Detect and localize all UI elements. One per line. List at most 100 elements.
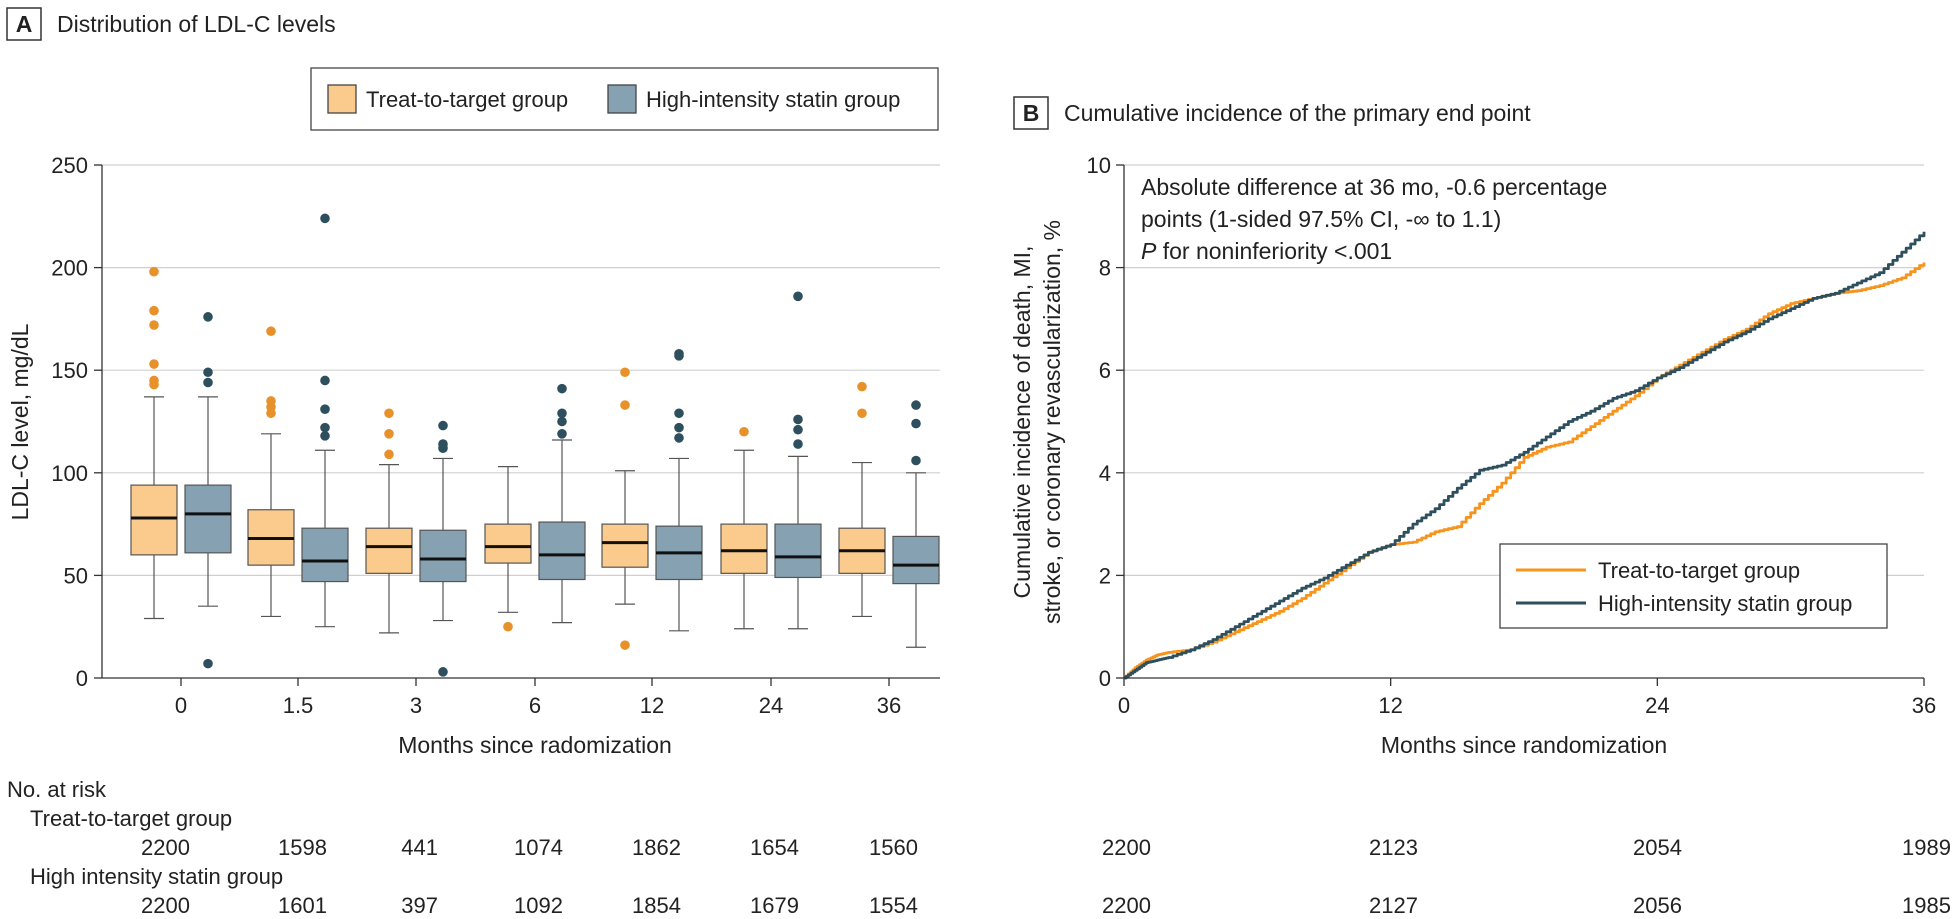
panel-a-x-tick-label: 1.5 bbox=[283, 693, 314, 718]
risk-value-b-high: 2127 bbox=[1369, 893, 1418, 918]
box-high-1_5 bbox=[301, 213, 349, 628]
risk-value-a-high: 2200 bbox=[141, 893, 190, 918]
panel-a-gridlines bbox=[102, 164, 940, 577]
risk-value-a-high: 1554 bbox=[869, 893, 918, 918]
box-outlier bbox=[557, 416, 567, 427]
box-outlier bbox=[438, 667, 448, 677]
panel-a-x-tick-label: 0 bbox=[175, 693, 187, 718]
box-outlier bbox=[149, 359, 159, 369]
risk-value-a-treat: 2200 bbox=[141, 835, 190, 860]
box-outlier bbox=[438, 420, 448, 431]
legend-swatch-high bbox=[607, 84, 637, 114]
box-outlier bbox=[911, 418, 921, 429]
box-outlier bbox=[203, 367, 213, 378]
panel-a-y-tick-label: 50 bbox=[64, 563, 88, 588]
panel-a-y-ticks: 0 50 100 150 200 250 bbox=[51, 153, 102, 691]
risk-value-a-treat: 1074 bbox=[514, 835, 563, 860]
panel-a-x-ticks: 0 1.5 3 6 12 24 36 bbox=[175, 678, 901, 718]
risk-value-b-high: 2056 bbox=[1633, 893, 1682, 918]
risk-value-b-treat: 2123 bbox=[1369, 835, 1418, 860]
box-outlier bbox=[438, 439, 448, 449]
panel-b-y-tick-label: 0 bbox=[1099, 666, 1111, 691]
box-outlier bbox=[557, 429, 567, 439]
box-outlier bbox=[384, 449, 394, 460]
box-outlier bbox=[266, 396, 276, 406]
box-outlier bbox=[384, 429, 394, 439]
annotation-p-italic: P bbox=[1141, 238, 1157, 264]
box-outlier bbox=[557, 383, 567, 394]
box-outlier bbox=[320, 404, 330, 414]
box-outlier bbox=[320, 422, 330, 433]
panel-a-badge: A bbox=[16, 11, 33, 37]
box-outlier bbox=[149, 266, 159, 277]
panel-b-x-label: Months since randomization bbox=[1381, 732, 1667, 758]
box-high-36 bbox=[892, 400, 940, 648]
risk-value-a-high: 1601 bbox=[278, 893, 327, 918]
panel-a-x-tick-label: 6 bbox=[529, 693, 541, 718]
panel-a-x-tick-label: 24 bbox=[759, 693, 783, 718]
panel-a-y-tick-label: 250 bbox=[51, 153, 88, 178]
line-treat-to-target bbox=[1124, 262, 1926, 680]
risk-table: No. at risk Treat-to-target group High i… bbox=[7, 777, 1951, 918]
box-outlier bbox=[793, 291, 803, 302]
box-iqr bbox=[601, 523, 649, 568]
box-high-6 bbox=[538, 383, 586, 624]
panel-b-x-ticks: 0 12 24 36 bbox=[1118, 678, 1936, 718]
box-treat-36 bbox=[838, 381, 886, 618]
box-outlier bbox=[320, 431, 330, 441]
panel-a-y-tick-label: 150 bbox=[51, 358, 88, 383]
box-outlier bbox=[793, 439, 803, 449]
panel-a-y-tick-label: 200 bbox=[51, 256, 88, 281]
box-outlier bbox=[674, 422, 684, 433]
box-outlier bbox=[203, 377, 213, 388]
panel-b-annotation: Absolute difference at 36 mo, -0.6 perce… bbox=[1141, 174, 1607, 264]
panel-b-legend: Treat-to-target group High-intensity sta… bbox=[1499, 543, 1888, 629]
panel-b-legend-high: High-intensity statin group bbox=[1598, 591, 1852, 616]
box-outlier bbox=[203, 658, 213, 669]
box-treat-0 bbox=[130, 266, 178, 620]
risk-value-b-treat: 2054 bbox=[1633, 835, 1682, 860]
box-iqr bbox=[720, 523, 768, 574]
panel-a-boxes bbox=[130, 213, 940, 677]
panel-b-x-tick-label: 24 bbox=[1645, 693, 1669, 718]
panel-b-y-tick-label: 10 bbox=[1087, 153, 1111, 178]
box-outlier bbox=[320, 375, 330, 386]
risk-label-high: High intensity statin group bbox=[30, 864, 283, 889]
box-outlier bbox=[857, 408, 867, 419]
box-high-0 bbox=[184, 312, 232, 669]
risk-value-b-treat: 2200 bbox=[1102, 835, 1151, 860]
box-high-3 bbox=[419, 420, 467, 677]
risk-value-a-treat: 1560 bbox=[869, 835, 918, 860]
risk-value-b-high: 1985 bbox=[1902, 893, 1951, 918]
panel-a-header: A Distribution of LDL-C levels bbox=[6, 7, 336, 41]
panel-b-y-tick-label: 8 bbox=[1099, 256, 1111, 281]
risk-value-a-high: 1679 bbox=[750, 893, 799, 918]
risk-value-b-treat: 1989 bbox=[1902, 835, 1951, 860]
panel-a-title: Distribution of LDL-C levels bbox=[57, 11, 336, 37]
panel-b-y-tick-label: 2 bbox=[1099, 563, 1111, 588]
panel-b-legend-frame bbox=[1499, 543, 1888, 629]
box-high-12 bbox=[655, 348, 703, 632]
box-outlier bbox=[203, 312, 213, 322]
box-treat-6 bbox=[484, 466, 532, 632]
risk-table-header: No. at risk bbox=[7, 777, 107, 802]
risk-label-treat: Treat-to-target group bbox=[30, 806, 232, 831]
box-iqr bbox=[130, 484, 178, 556]
box-outlier bbox=[857, 381, 867, 392]
box-outlier bbox=[911, 455, 921, 466]
box-iqr bbox=[301, 527, 349, 583]
box-outlier bbox=[674, 408, 684, 419]
risk-value-b-high: 2200 bbox=[1102, 893, 1151, 918]
box-iqr bbox=[484, 523, 532, 564]
box-iqr bbox=[774, 523, 822, 579]
panel-b-lines bbox=[1124, 231, 1926, 680]
panel-b-x-tick-label: 0 bbox=[1118, 693, 1130, 718]
box-treat-24 bbox=[720, 426, 768, 630]
panel-a-x-label: Months since radomization bbox=[398, 732, 672, 758]
panel-a-badge-box bbox=[6, 7, 42, 41]
box-high-24 bbox=[774, 291, 822, 630]
panel-b-y-label-line1: Cumulative incidence of death, MI, bbox=[1009, 246, 1035, 599]
